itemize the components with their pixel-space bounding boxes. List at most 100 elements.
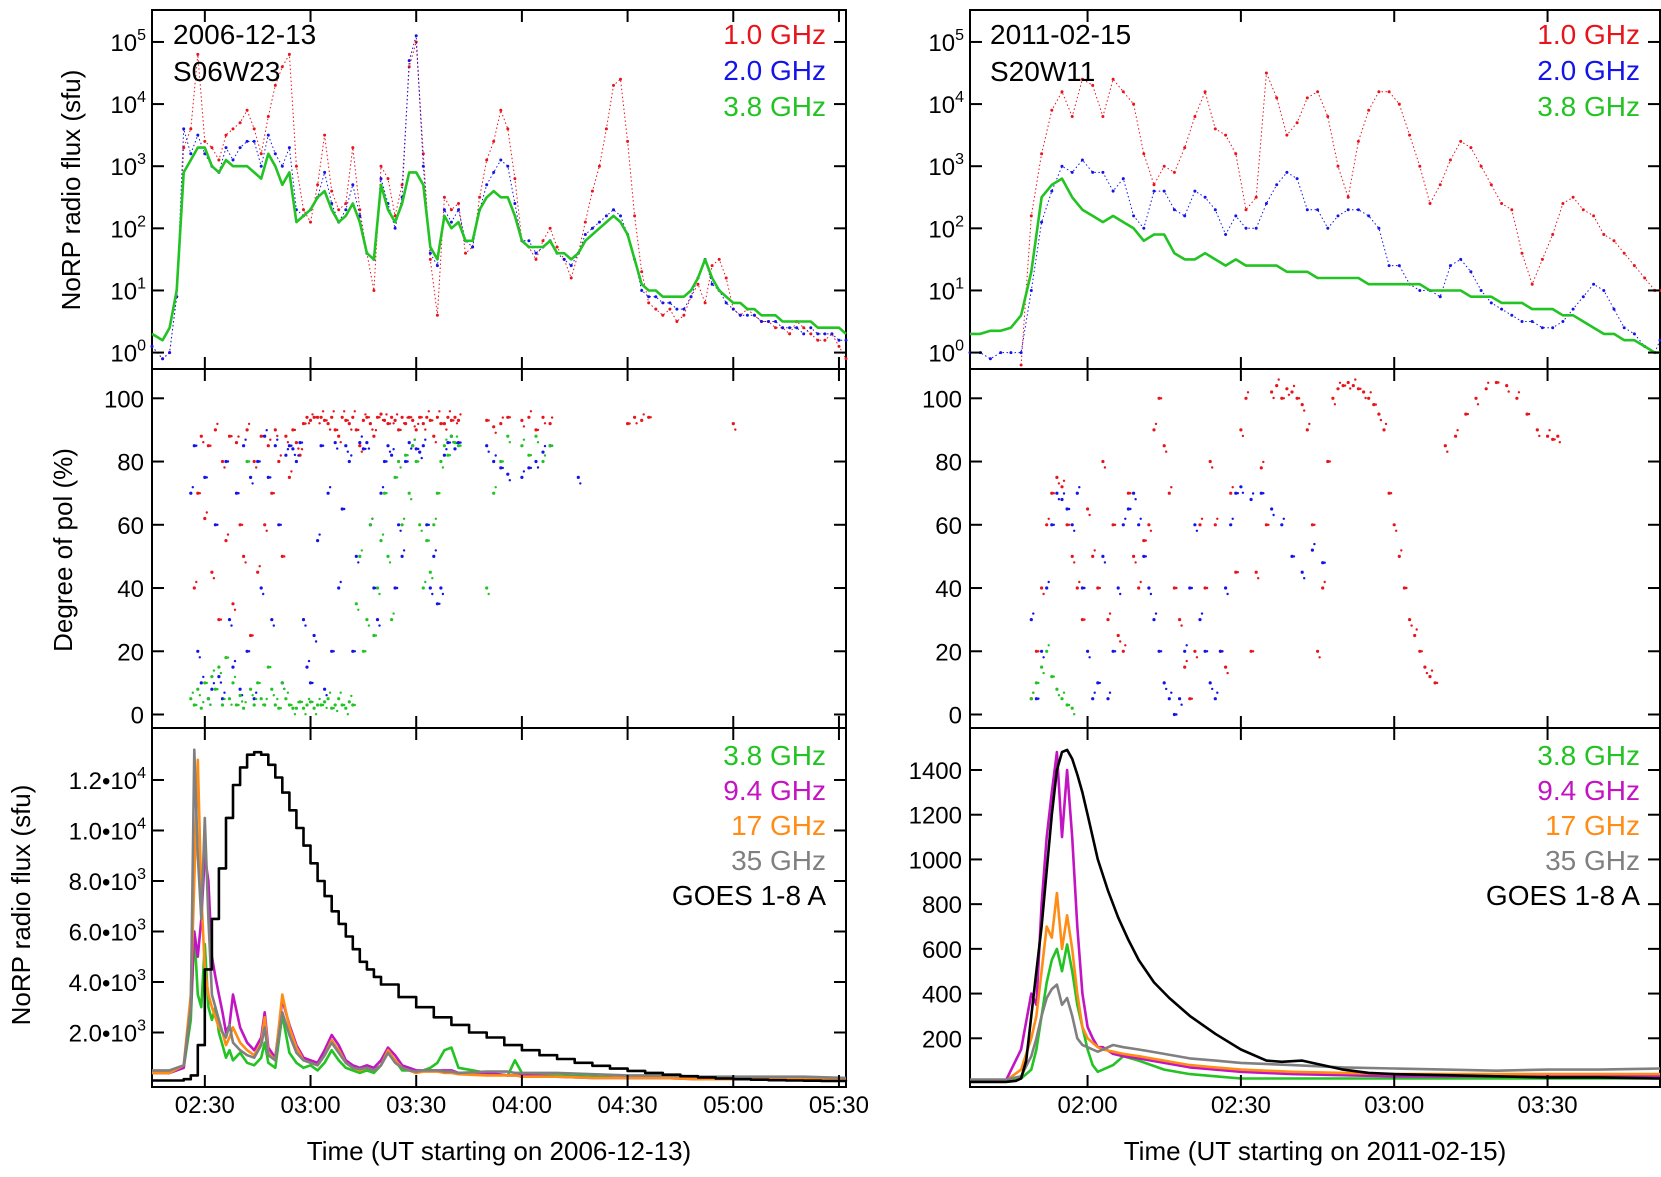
left-polarization-series-0-point	[354, 428, 358, 432]
left-flux-high-legend: 3.8 GHz 9.4 GHz 17 GHz 35 GHz GOES 1-8 A	[672, 740, 826, 911]
left-flux_high-y-tick-label: 1.0•104	[69, 815, 146, 845]
left-polarization-series-2-point	[203, 681, 207, 685]
right-polarization-series-0-point	[1328, 460, 1332, 463]
left-flux_high-series-4-line	[152, 750, 848, 1083]
left-flux_high-y-tick-exponent: 3	[137, 1017, 146, 1034]
left-polarization-series-1-point	[543, 444, 547, 448]
left-polarization-series-1-point	[442, 453, 446, 457]
left-polarization-series-1-point	[312, 633, 316, 638]
right-polarization-series-1-point	[1211, 687, 1214, 691]
left-polarization-series-0-point	[332, 410, 335, 413]
left-polarization-series-1-point	[492, 459, 496, 464]
right-polarization-series-2-point	[1052, 675, 1056, 678]
left-polarization-series-2-point	[445, 438, 448, 441]
right-flux_high-legend-entry: GOES 1-8 A	[1486, 880, 1640, 911]
left-polarization-series-0-point	[397, 428, 401, 432]
right-polarization-series-1-point	[1310, 548, 1314, 552]
left-polarization-series-2-point	[269, 665, 272, 669]
left-polarization-series-1-point	[445, 448, 448, 451]
left-flux_low-series-1-trace	[151, 35, 846, 360]
left-polarization-series-2-point	[192, 703, 196, 707]
left-polarization-series-0-point	[508, 416, 511, 419]
left-flux_low-y-tick-exponent: 4	[137, 89, 146, 106]
left-flux_high-legend-entry: 17 GHz	[731, 810, 826, 841]
right-polarization-series-1-point	[1190, 586, 1194, 590]
right-flux-high-y-ticks: 1400 1200 1000 800 600 400 200	[909, 758, 1660, 1053]
left-polarization-series-2-point	[224, 656, 228, 660]
left-polarization-series-0-point	[640, 418, 644, 422]
right-flux_low-series-0-point	[1275, 96, 1279, 100]
left-polarization-series-0-point	[255, 466, 258, 469]
left-x-tick-label: 04:00	[492, 1092, 552, 1119]
right-polarization-series-0-point	[1052, 492, 1056, 495]
right-polarization-series-1-point	[1180, 703, 1183, 706]
left-polarization-series-2-point	[441, 466, 445, 469]
left-flux_low-series-1-point	[795, 326, 799, 330]
left-polarization-series-1-point	[418, 450, 422, 454]
left-polarization-series-2-point	[305, 703, 309, 707]
left-polarization-series-1-point	[435, 602, 439, 606]
left-polarization-series-1-point	[203, 475, 207, 479]
left-polarization-series-2-point	[195, 703, 198, 707]
left-polarization-series-1-point	[269, 476, 272, 479]
right-polarization-series-0-point	[1474, 396, 1478, 400]
right-date-label: 2011-02-15	[990, 19, 1131, 50]
left-location-label: S06W23	[173, 56, 280, 87]
left-polarization-series-2-point	[212, 669, 216, 672]
left-flux_low-series-1-point	[668, 301, 672, 305]
right-polarization-series-1-point	[1162, 681, 1166, 685]
right-polarization-series-1-point	[1313, 542, 1316, 546]
left-polarization-series-0-point	[312, 415, 316, 419]
left-polarization-series-1-point	[212, 682, 216, 685]
left-polarization-series-0-point	[452, 419, 455, 422]
left-polarization-series-0-point	[210, 570, 214, 574]
left-flux-low-plot	[150, 34, 848, 361]
right-polarization-series-1-point	[1241, 491, 1245, 494]
left-polarization-series-0-point	[548, 422, 552, 426]
left-flux_low-series-2-line	[151, 146, 847, 342]
right-flux_high-legend-entry: 35 GHz	[1545, 845, 1640, 876]
right-polarization-series-2-point	[1045, 649, 1049, 653]
right-polarization-series-0-point	[1075, 586, 1079, 590]
right-polarization-series-1-point	[1175, 713, 1178, 716]
left-polarization-series-1-point	[202, 675, 205, 679]
right-polarization-series-1-point	[1073, 529, 1076, 532]
left-polarization-series-2-point	[273, 703, 277, 707]
left-polarization-series-2-point	[308, 700, 313, 704]
right-polarization-series-0-point	[1124, 644, 1127, 647]
right-polarization-series-0-point	[1410, 624, 1413, 627]
left-polarization-series-2-point	[439, 459, 443, 464]
left-polarization-series-1-point	[314, 640, 318, 643]
left-polarization-series-2-point	[534, 434, 538, 438]
left-polarization-series-2-point	[328, 691, 332, 694]
left-polarization-series-1-point	[279, 523, 282, 526]
left-polarization-series-2-point	[442, 444, 446, 448]
left-polarization-series-0-point	[350, 428, 353, 431]
left-polarization-series-0-point	[301, 422, 306, 426]
left-polarization-series-2-point	[191, 691, 194, 694]
left-polarization-series-2-point	[541, 459, 545, 464]
left-flux_low-series-1-point	[590, 226, 594, 230]
left-flux_low-y-tick-label: 101	[110, 275, 146, 305]
right-polarization-series-0-point	[1172, 586, 1176, 590]
left-polarization-series-2-point	[410, 498, 413, 501]
right-polarization-series-0-point	[1316, 649, 1320, 653]
left-polarization-series-2-point	[407, 491, 411, 495]
left-polarization-series-1-point	[284, 453, 288, 457]
right-polarization-series-1-point	[1055, 491, 1059, 495]
right-polarization-series-0-point	[1106, 618, 1110, 622]
left-flux_low-series-0-point	[506, 127, 510, 131]
right-polarization-series-0-point	[1333, 403, 1337, 406]
right-flux_low-series-0-point	[1142, 152, 1146, 156]
left-polarization-series-0-point	[230, 435, 233, 438]
right-flux_low-y-tick-label: 101	[928, 275, 964, 305]
left-polarization-series-1-point	[431, 592, 434, 596]
right-polarization-series-0-point	[1456, 429, 1459, 432]
right-polarization-series-1-point	[1213, 697, 1217, 701]
left-polarization-series-2-point	[294, 706, 298, 710]
right-polarization-series-0-point	[1229, 491, 1233, 495]
left-polarization-series-0-point	[290, 470, 293, 473]
left-polarization-series-0-point	[223, 466, 226, 469]
right-polarization-series-1-point	[1062, 492, 1066, 495]
right-polarization-series-0-point	[1379, 418, 1383, 422]
